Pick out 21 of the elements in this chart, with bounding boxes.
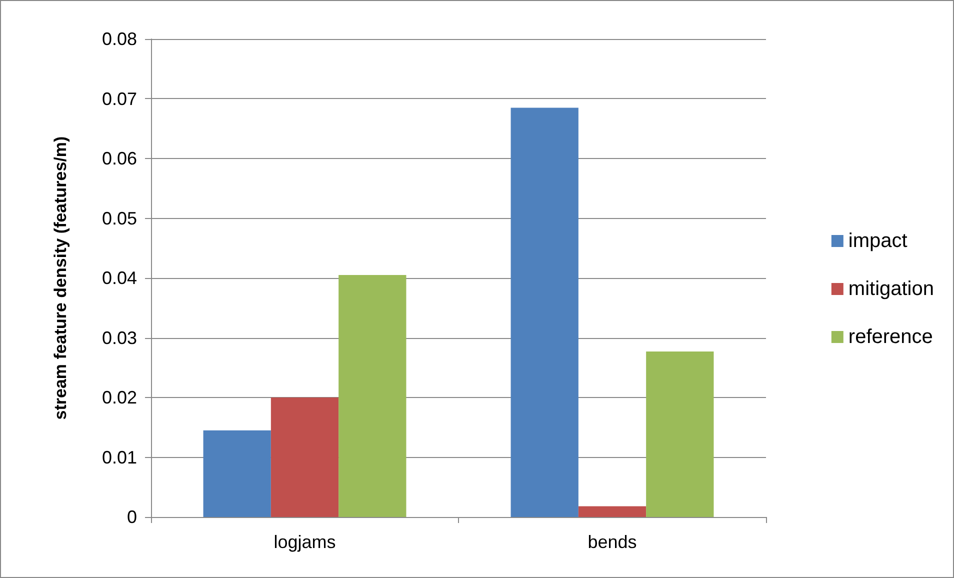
legend-label: reference — [848, 326, 933, 348]
legend-label: mitigation — [848, 278, 934, 300]
y-tick-label: 0.05 — [102, 208, 137, 228]
y-tick-label: 0.04 — [102, 268, 137, 288]
bar — [203, 430, 271, 517]
y-tick-label: 0.02 — [102, 388, 137, 408]
y-tick-label: 0.03 — [102, 328, 137, 348]
bar — [270, 398, 339, 517]
bar — [578, 506, 646, 517]
x-tick-label: logjams — [274, 532, 336, 552]
y-tick-label: 0.07 — [102, 88, 137, 109]
legend-label: impact — [848, 230, 908, 252]
y-tick-label: 0 — [126, 507, 137, 527]
y-tick-label: 0.08 — [102, 29, 137, 49]
bar — [510, 108, 578, 517]
y-tick-label: 0.01 — [102, 447, 137, 468]
bar — [646, 351, 714, 517]
x-tick-label: bends — [588, 532, 637, 552]
y-tick-label: 0.06 — [102, 148, 137, 168]
bar — [338, 275, 406, 517]
y-axis-title: stream feature density (features/m) — [51, 136, 70, 420]
